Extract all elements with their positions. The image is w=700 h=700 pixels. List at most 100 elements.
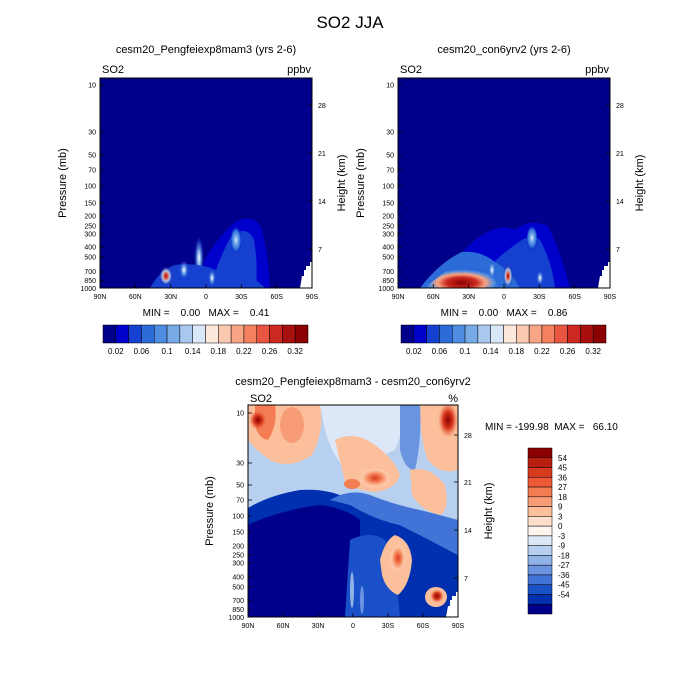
ticks-bottom — [247, 613, 459, 617]
y-tick-label: 300 — [84, 232, 96, 239]
colorbar-swatch — [527, 584, 553, 595]
y2-tick-label: 14 — [464, 528, 472, 535]
colorbar-swatch — [567, 324, 581, 344]
panel-top-left: cesm20_Pengfeiexp8mam3 (yrs 2-6) SO2 ppb… — [57, 44, 348, 356]
heatmap-field — [100, 78, 312, 288]
y-tick-label: 500 — [382, 255, 394, 262]
colorbar-swatch — [294, 324, 309, 344]
y-tick-label: 850 — [382, 278, 394, 285]
colorbar-swatch — [541, 324, 555, 344]
y-tick-label: 250 — [382, 224, 394, 231]
colorbar-label: -3 — [558, 532, 566, 541]
colorbar-swatch — [527, 506, 553, 517]
x-tick-label: 60N — [277, 623, 290, 630]
colorbar-swatch — [154, 324, 168, 344]
plume-30S-core — [526, 225, 538, 251]
x-tick-label: 30S — [235, 294, 248, 301]
y-tick-label: 850 — [232, 607, 244, 614]
y-tick-label: 100 — [232, 514, 244, 521]
colorbar-swatch — [527, 535, 553, 546]
y-axis-title: Pressure (mb) — [355, 148, 367, 218]
y2-tick-label: 14 — [616, 199, 624, 206]
colorbar-label: 0.26 — [560, 347, 576, 356]
colorbar: 0.02 0.06 0.1 0.14 0.18 0.22 0.26 0.32 — [102, 324, 309, 356]
colorbar-label: 0.14 — [185, 347, 201, 356]
y-tick-label: 50 — [88, 153, 96, 160]
colorbar-swatch — [516, 324, 530, 344]
colorbar-swatch — [413, 324, 427, 344]
colorbar-label: 0.32 — [287, 347, 303, 356]
surface-source-30N — [159, 266, 173, 286]
colorbar-swatch — [452, 324, 466, 344]
colorbar-swatch — [230, 324, 245, 344]
ticks-bottom — [99, 284, 313, 288]
y2-tick-label: 21 — [616, 151, 624, 158]
colorbar-swatch — [243, 324, 257, 344]
colorbar-label: 0 — [558, 522, 563, 531]
colorbar-label: 0.1 — [162, 347, 174, 356]
y2-tick-label: 7 — [464, 576, 468, 583]
y2-tick-label: 14 — [318, 199, 326, 206]
x-tick-label: 60S — [270, 294, 283, 301]
colorbar-swatch — [128, 324, 142, 344]
y-tick-label: 150 — [382, 201, 394, 208]
x-tick-label: 90N — [392, 294, 405, 301]
y2-tick-label: 21 — [464, 480, 472, 487]
colorbar-label: 54 — [558, 454, 567, 463]
colorbar-label: 0.22 — [534, 347, 550, 356]
heatmap-field — [248, 405, 458, 617]
y-tick-label: 250 — [84, 224, 96, 231]
surface-source-30N — [425, 262, 498, 288]
colorbar-label: 0.26 — [262, 347, 278, 356]
x-tick-label: 90N — [242, 623, 255, 630]
ticks-right — [454, 434, 458, 579]
colorbar-label: 0.02 — [406, 347, 422, 356]
colorbar-label: -45 — [558, 581, 570, 590]
x-tick-label: 30N — [462, 294, 475, 301]
colorbar-swatch — [439, 324, 453, 344]
y-tick-label: 70 — [386, 168, 394, 175]
colorbar-swatch — [527, 486, 553, 498]
ticks-left — [398, 84, 402, 289]
colorbar-swatch — [527, 545, 553, 556]
topography-mask — [598, 262, 610, 288]
ticks-left — [248, 412, 252, 618]
colorbar-swatch — [179, 324, 193, 344]
y-tick-label: 10 — [236, 411, 244, 418]
colorbar-swatch — [527, 564, 553, 576]
min-max-stats: MIN = 0.00 MAX = 0.41 — [143, 308, 270, 319]
x-tick-label: 30N — [312, 623, 325, 630]
colorbar-swatch — [527, 457, 553, 468]
x-tick-label: 90S — [452, 623, 465, 630]
y-axis-title: Pressure (mb) — [204, 476, 216, 546]
panel-top-right: cesm20_con6yrv2 (yrs 2-6) SO2 ppbv — [355, 44, 646, 356]
heatmap-field — [398, 78, 610, 288]
colorbar-swatch — [527, 447, 553, 459]
colorbar-swatch — [166, 324, 181, 344]
colorbar-label: 0.06 — [432, 347, 448, 356]
y2-tick-label: 28 — [318, 103, 326, 110]
y-tick-label: 30 — [236, 461, 244, 468]
y-tick-label: 400 — [382, 245, 394, 252]
colorbar-label: -9 — [558, 542, 566, 551]
y-tick-label: 100 — [382, 184, 394, 191]
y2-tick-label: 21 — [318, 151, 326, 158]
colorbar-swatch — [218, 324, 232, 344]
ticks-right — [606, 104, 610, 250]
colorbar-swatch — [527, 496, 553, 507]
y-tick-label: 200 — [84, 214, 96, 221]
y-tick-label: 1000 — [80, 286, 96, 293]
x-tick-label: 60S — [417, 623, 430, 630]
colorbar-label: 0.1 — [460, 347, 472, 356]
colorbar-label: 0.02 — [108, 347, 124, 356]
colorbar-label: 0.32 — [585, 347, 601, 356]
colorbar-swatch — [528, 324, 543, 344]
panel-title: cesm20_Pengfeiexp8mam3 - cesm20_con6yrv2 — [235, 376, 470, 388]
colorbar-label: -27 — [558, 561, 570, 570]
colorbar-swatch — [477, 324, 491, 344]
colorbar-swatch — [102, 324, 117, 344]
variable-label: SO2 — [250, 393, 272, 405]
colorbar-label: 0.18 — [211, 347, 227, 356]
colorbar-label: 9 — [558, 503, 563, 512]
y-tick-label: 30 — [386, 130, 394, 137]
